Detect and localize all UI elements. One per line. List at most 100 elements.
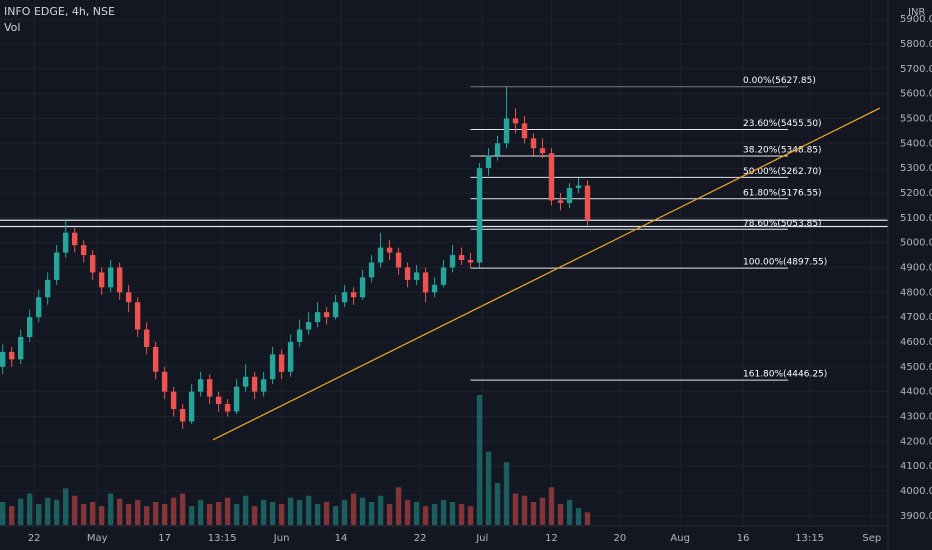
candle-body	[377, 247, 384, 263]
candle-body	[305, 322, 312, 330]
candle-body	[296, 329, 303, 342]
candle-body	[314, 312, 321, 323]
candle-body	[476, 168, 483, 263]
volume-bar	[323, 501, 330, 525]
volume-bar	[206, 504, 213, 525]
fib-label: 78.60%(5053.85)	[743, 219, 822, 229]
x-tick-label: 12	[545, 533, 558, 544]
volume-bar	[512, 493, 519, 525]
candle-body	[197, 379, 204, 392]
candle-body	[485, 155, 492, 169]
volume-bar	[17, 498, 24, 525]
volume-bar	[305, 495, 312, 525]
y-tick-label: 4900.00	[900, 262, 932, 273]
candle-body	[89, 255, 96, 273]
volume-bar	[584, 512, 591, 525]
x-tick-label: 14	[335, 533, 348, 544]
y-tick-label: 4100.00	[900, 461, 932, 472]
candle-body	[323, 312, 330, 318]
candle-body	[467, 260, 474, 263]
volume-bar	[458, 504, 465, 525]
candle-body	[566, 187, 573, 203]
candle-body	[17, 337, 24, 360]
candle-body	[404, 267, 411, 280]
candle-body	[368, 262, 375, 278]
y-tick-label: 5800.00	[900, 39, 932, 50]
volume-bar	[224, 497, 231, 525]
candle-body	[53, 252, 60, 280]
volume-bar	[251, 506, 258, 525]
fib-label: 38.20%(5348.85)	[743, 145, 822, 155]
y-tick-label: 5700.00	[900, 64, 932, 75]
volume-bar	[143, 506, 150, 525]
x-tick-label: 20	[614, 533, 627, 544]
volume-bar	[242, 495, 249, 525]
y-tick-label: 4500.00	[900, 362, 932, 373]
volume-bar	[35, 504, 42, 525]
volume-bar	[566, 499, 573, 525]
candle-body	[350, 292, 357, 298]
candle-body	[71, 232, 78, 246]
x-tick-label: 17	[158, 533, 171, 544]
volume-bar	[152, 501, 159, 525]
volume-bar	[314, 504, 321, 525]
candle-body	[206, 379, 213, 397]
x-tick-label: 13:15	[795, 533, 824, 544]
volume-bar	[80, 504, 87, 525]
candle-body	[152, 346, 159, 372]
fib-label: 50.00%(5262.70)	[743, 167, 822, 177]
candle-body	[422, 272, 429, 293]
candle-body	[539, 148, 546, 154]
y-tick-label: 5600.00	[900, 89, 932, 100]
fib-label: 0.00%(5627.85)	[743, 76, 816, 86]
candle-body	[233, 386, 240, 412]
volume-bar	[440, 499, 447, 525]
volume-bar	[278, 504, 285, 525]
volume-bar	[134, 499, 141, 525]
volume-bar	[53, 499, 60, 525]
candle-body	[413, 272, 420, 280]
x-tick-label: 16	[737, 533, 750, 544]
candle-body	[125, 292, 132, 303]
candle-body	[386, 247, 393, 253]
y-tick-label: 4800.00	[900, 287, 932, 298]
candle-body	[107, 267, 114, 288]
candle-body	[269, 354, 276, 380]
candle-body	[359, 277, 366, 298]
candle-body	[80, 245, 87, 256]
candle-body	[134, 302, 141, 330]
candle-body	[179, 409, 186, 422]
candle-body	[431, 284, 438, 293]
candle-body	[188, 391, 195, 422]
volume-bar	[341, 499, 348, 525]
volume-bar	[107, 493, 114, 525]
volume-bar	[494, 483, 501, 525]
trendline	[212, 107, 881, 441]
candle-body	[332, 302, 339, 318]
candle-body	[44, 279, 51, 298]
y-tick-label: 4700.00	[900, 312, 932, 323]
volume-bar	[521, 495, 528, 525]
volume-bar	[179, 493, 186, 525]
x-tick-label: Aug	[670, 533, 690, 544]
candle-body	[251, 376, 258, 392]
candle-body	[557, 200, 564, 203]
candle-body	[512, 118, 519, 124]
volume-bar	[467, 506, 474, 525]
volume-bar	[8, 506, 15, 525]
volume-bar	[503, 462, 510, 525]
candle-body	[494, 143, 501, 156]
volume-bar	[368, 501, 375, 525]
y-tick-label: 5400.00	[900, 138, 932, 149]
candle-body	[170, 391, 177, 410]
candle-body	[449, 255, 456, 268]
candle-body	[35, 297, 42, 318]
volume-bar	[431, 504, 438, 525]
y-tick-label: 5200.00	[900, 188, 932, 199]
volume-bar	[422, 506, 429, 525]
y-tick-label: 5900.00	[900, 14, 932, 25]
volume-bar	[116, 498, 123, 525]
volume-bar	[377, 495, 384, 525]
y-tick-label: 4600.00	[900, 337, 932, 348]
